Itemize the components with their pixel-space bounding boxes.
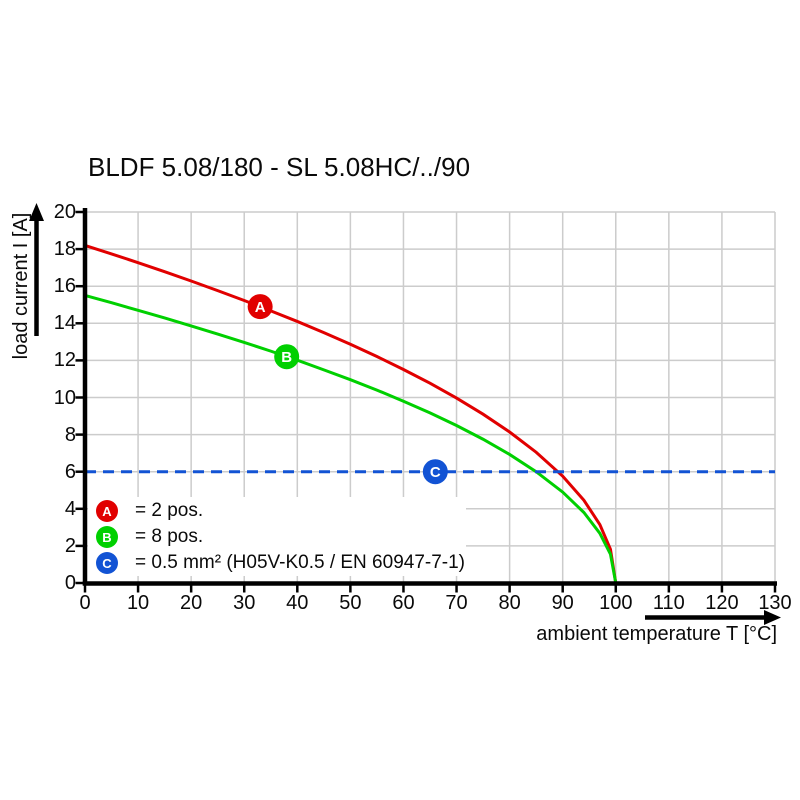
y-tick-label: 2 <box>64 534 76 557</box>
curve-marker-b-icon <box>274 344 300 370</box>
x-tick-label: 20 <box>180 592 203 614</box>
y-tick-label: 12 <box>53 349 76 372</box>
y-axis-label: load current I [A] <box>10 212 32 360</box>
x-tick-label: 40 <box>286 592 309 614</box>
x-tick-label: 90 <box>551 592 574 614</box>
x-tick-label: 50 <box>339 592 362 614</box>
ticks-layer <box>75 210 777 593</box>
y-tick-label: 4 <box>64 497 76 520</box>
chart-title: BLDF 5.08/180 - SL 5.08HC/../90 <box>88 152 471 182</box>
markers-layer: A B C <box>247 294 448 485</box>
y-tick-label: 8 <box>64 423 76 446</box>
curve-marker-c-icon <box>422 459 448 485</box>
x-axis-label: ambient temperature T [°C] <box>536 623 777 645</box>
legend-item-c: C = 0.5 mm² (H05V-K0.5 / EN 60947-7-1) <box>88 550 466 576</box>
x-tick-label: 0 <box>79 592 91 614</box>
legend-item-a: A = 2 pos. <box>88 498 466 524</box>
y-tick-label: 0 <box>64 572 76 594</box>
y-axis-arrow-icon <box>29 203 44 336</box>
legend-marker-b-icon: B <box>96 526 118 548</box>
x-tick-label: 100 <box>599 592 633 614</box>
y-tick-label: 14 <box>53 312 76 335</box>
y-tick-label: 10 <box>53 386 76 409</box>
x-tick-label: 70 <box>445 592 468 614</box>
x-tick-label: 30 <box>233 592 256 614</box>
x-tick-label: 120 <box>705 592 739 614</box>
legend-item-c-label: = 0.5 mm² (H05V-K0.5 / EN 60947-7-1) <box>135 552 466 573</box>
x-tick-label: 60 <box>392 592 415 614</box>
y-tick-label: 6 <box>64 460 76 483</box>
curve-marker-c-label: C <box>430 464 441 481</box>
legend-item-a-label: = 2 pos. <box>135 500 204 521</box>
curve-marker-b-label: B <box>281 349 292 366</box>
y-tick-label: 18 <box>53 238 76 261</box>
curve-marker-a-label: A <box>255 299 266 316</box>
x-axis-arrow-icon <box>645 610 781 625</box>
legend-marker-c-icon: C <box>96 552 118 574</box>
curve-A <box>84 243 618 584</box>
legend: A = 2 pos. B = 8 pos. C = 0.5 mm² (H05V-… <box>88 497 466 576</box>
curve-marker-a-icon <box>247 294 273 320</box>
curve-B <box>84 294 618 584</box>
x-tick-label: 110 <box>652 592 685 614</box>
x-tick-label: 10 <box>126 592 150 614</box>
y-tick-label: 20 <box>53 201 76 223</box>
legend-item-b: B = 8 pos. <box>88 524 466 550</box>
y-tick-label: 16 <box>53 275 76 298</box>
x-tick-label: 130 <box>758 592 792 614</box>
legend-item-b-label: = 8 pos. <box>135 526 204 547</box>
legend-marker-a-icon: A <box>96 500 118 522</box>
x-tick-label: 80 <box>498 592 521 614</box>
